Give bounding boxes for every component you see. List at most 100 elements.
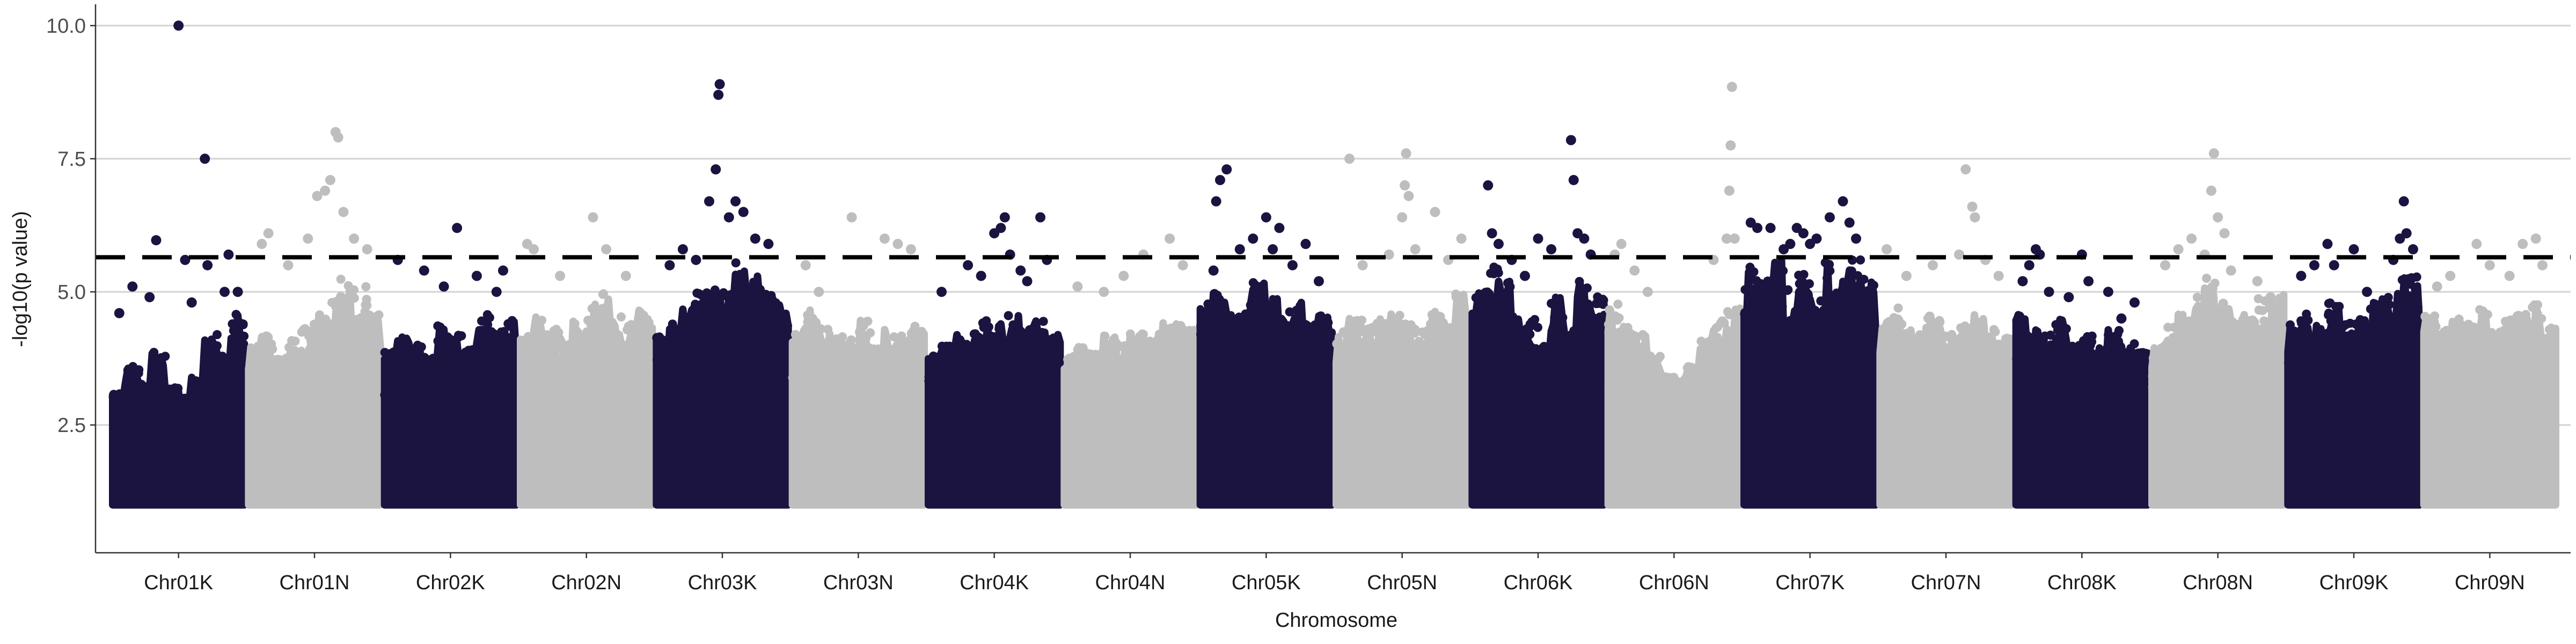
data-point <box>433 389 442 399</box>
data-point <box>1063 361 1072 371</box>
peak-point <box>1344 153 1355 164</box>
data-point <box>773 332 783 341</box>
peak-point <box>2348 244 2359 254</box>
peak-point <box>1397 212 1408 223</box>
data-point <box>1556 342 1566 352</box>
data-point <box>1258 337 1268 347</box>
peak-point <box>714 79 725 90</box>
data-point <box>750 357 760 367</box>
peak-point <box>1099 287 1109 297</box>
data-point <box>1391 332 1401 342</box>
data-point <box>1606 337 1616 347</box>
data-point <box>1951 377 1960 386</box>
peak-point <box>677 244 688 254</box>
data-point <box>312 365 322 375</box>
peak-point <box>905 244 916 254</box>
data-point <box>789 341 799 351</box>
peak-point <box>1022 276 1033 287</box>
data-point <box>2543 344 2553 354</box>
data-point <box>859 386 869 396</box>
data-point <box>2123 367 2132 377</box>
peak-point <box>1844 217 1855 228</box>
x-tick-label: Chr02K <box>416 572 485 594</box>
data-point <box>1043 368 1052 377</box>
data-point <box>1454 364 1464 374</box>
data-point <box>1745 382 1755 391</box>
data-point <box>1172 340 1181 350</box>
data-point <box>938 362 948 371</box>
data-point <box>1130 373 1140 383</box>
peak-point <box>1960 164 1971 175</box>
data-point <box>1714 346 1724 355</box>
data-point <box>1879 377 1889 386</box>
peak-point <box>730 196 741 207</box>
data-point <box>1829 321 1839 331</box>
peak-point <box>2129 297 2140 308</box>
data-point <box>1799 269 1809 279</box>
data-point <box>1421 349 1431 359</box>
data-point <box>280 375 289 384</box>
data-point <box>669 344 678 354</box>
data-point <box>745 309 755 319</box>
data-point <box>1231 345 1241 355</box>
peak-point <box>180 254 191 265</box>
data-point <box>733 298 743 308</box>
data-point <box>2530 331 2540 341</box>
data-point <box>1956 346 1966 356</box>
data-point <box>2366 385 2376 394</box>
data-point <box>2190 372 2199 382</box>
data-point <box>1604 327 1614 337</box>
data-point <box>1794 356 1804 366</box>
data-point <box>565 365 574 375</box>
x-tick-label: Chr07N <box>1911 572 1981 594</box>
data-point <box>302 353 311 362</box>
peak-point <box>2206 185 2216 196</box>
data-point <box>1162 326 1172 336</box>
data-point <box>2048 376 2058 385</box>
data-point <box>2091 388 2101 398</box>
data-point <box>2105 355 2114 365</box>
data-point <box>1724 370 1734 379</box>
data-point <box>896 335 906 345</box>
data-point <box>2516 355 2526 365</box>
data-point <box>492 339 502 349</box>
data-point <box>2336 327 2346 337</box>
peak-point <box>1261 212 1271 223</box>
data-point <box>1525 321 1535 331</box>
data-point <box>2141 348 2151 358</box>
data-point <box>1748 295 1758 305</box>
peak-point <box>1970 212 1980 223</box>
data-point <box>684 341 694 350</box>
data-point <box>492 388 501 398</box>
data-point <box>1752 276 1761 286</box>
data-point <box>465 371 474 381</box>
data-point <box>2257 326 2267 336</box>
data-point <box>1499 336 1509 346</box>
data-point <box>556 343 566 353</box>
data-point <box>1977 365 1987 375</box>
peak-point <box>1208 265 1219 276</box>
data-point <box>1797 349 1806 358</box>
data-point <box>743 345 753 355</box>
peak-point <box>2044 287 2054 297</box>
data-point <box>1344 352 1353 361</box>
data-point <box>556 337 566 347</box>
data-point <box>2456 344 2465 354</box>
data-point <box>2325 344 2335 354</box>
data-point <box>1516 357 1525 367</box>
data-point <box>2410 338 2419 348</box>
data-point <box>1799 299 1809 309</box>
data-point <box>2275 371 2285 380</box>
data-point <box>1096 349 1106 358</box>
x-axis-title: Chromosome <box>1275 609 1397 632</box>
data-point <box>1208 349 1217 359</box>
data-point <box>1696 336 1706 346</box>
data-point <box>399 348 409 358</box>
data-point <box>744 337 754 347</box>
data-point <box>2438 380 2448 390</box>
data-point <box>2085 341 2095 350</box>
data-point <box>2546 369 2556 378</box>
peak-point <box>976 270 986 281</box>
data-point <box>1348 317 1357 326</box>
peak-point <box>1752 223 1763 233</box>
